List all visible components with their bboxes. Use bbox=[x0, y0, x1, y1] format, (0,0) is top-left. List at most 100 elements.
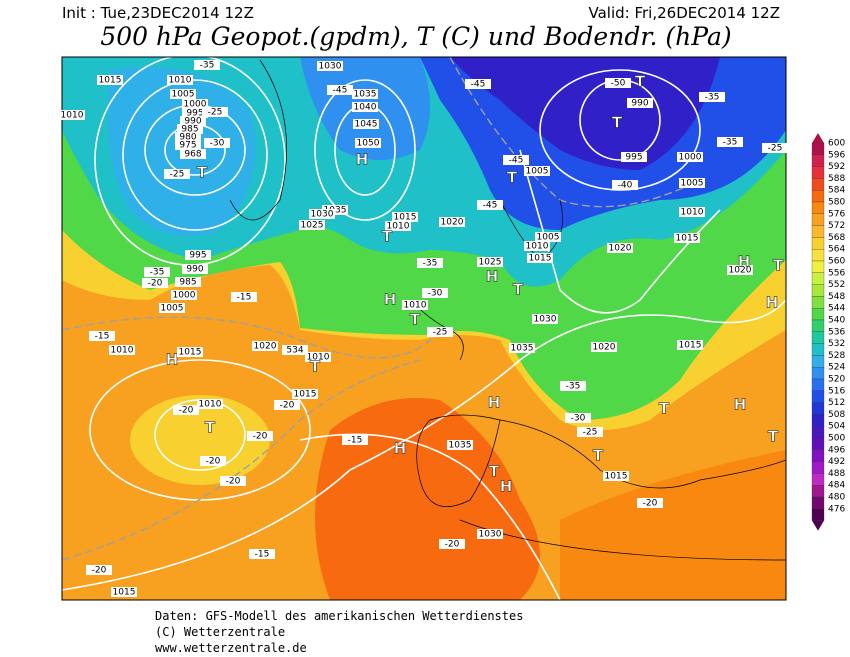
colorbar-swatch bbox=[811, 496, 825, 509]
colorbar-label: 496 bbox=[828, 445, 845, 455]
label-box bbox=[173, 405, 199, 415]
contour-label: 1005 bbox=[537, 233, 560, 243]
contour-label: 534 bbox=[286, 346, 303, 356]
pressure-center: T bbox=[410, 311, 421, 329]
map-area bbox=[62, 57, 786, 600]
label-box bbox=[177, 347, 203, 357]
label-box bbox=[762, 143, 788, 153]
label-box bbox=[142, 278, 168, 288]
pressure-center: T bbox=[513, 281, 524, 299]
colorbar-label: 484 bbox=[828, 481, 845, 491]
contour-label: 1015 bbox=[679, 341, 702, 351]
label-box bbox=[392, 212, 418, 222]
contour-label: 980 bbox=[179, 133, 196, 143]
pressure-center: T bbox=[205, 419, 216, 437]
colorbar-label: 552 bbox=[828, 280, 845, 290]
contour-label: 975 bbox=[179, 141, 196, 151]
label-box bbox=[353, 119, 379, 129]
map-title: 500 hPa Geopot.(gpdm), T (C) und Bodendr… bbox=[100, 22, 731, 51]
map-frame bbox=[61, 56, 787, 601]
label-box bbox=[717, 137, 743, 147]
contour-label: 1025 bbox=[301, 221, 324, 231]
contour-label: 1010 bbox=[199, 400, 222, 410]
contour-label: -35 bbox=[566, 382, 581, 392]
colorbar-label: 564 bbox=[828, 245, 845, 255]
label-box bbox=[477, 200, 503, 210]
label-box bbox=[637, 498, 663, 508]
label-box bbox=[627, 98, 653, 108]
label-box bbox=[327, 85, 353, 95]
colorbar-swatch bbox=[811, 331, 825, 344]
contour-label: 1050 bbox=[357, 139, 380, 149]
contour-label: -30 bbox=[428, 289, 443, 299]
contour-label: 1000 bbox=[173, 291, 196, 301]
label-box bbox=[524, 241, 550, 251]
colorbar-label: 580 bbox=[828, 198, 845, 208]
colorbar-swatch bbox=[811, 414, 825, 427]
contour-label: -40 bbox=[618, 181, 633, 191]
colorbar-label: 572 bbox=[828, 221, 845, 231]
contour-label: 1045 bbox=[355, 120, 378, 130]
colorbar-arrow bbox=[812, 133, 824, 143]
footer-line: www.wetterzentrale.de bbox=[155, 641, 307, 655]
pressure-center: T bbox=[197, 164, 208, 182]
label-box bbox=[503, 155, 529, 165]
colorbar-swatch bbox=[811, 249, 825, 262]
contour-label: 1015 bbox=[394, 213, 417, 223]
label-box bbox=[605, 78, 631, 88]
label-box bbox=[535, 232, 561, 242]
colorbar-label: 544 bbox=[828, 304, 845, 314]
label-box bbox=[477, 257, 503, 267]
colorbar-swatch bbox=[811, 319, 825, 332]
contour-label: 1005 bbox=[526, 167, 549, 177]
contour-label: -20 bbox=[92, 566, 107, 576]
colorbar-swatch bbox=[811, 260, 825, 273]
contour-label: 1010 bbox=[387, 222, 410, 232]
label-box bbox=[180, 116, 206, 126]
colorbar-swatch bbox=[811, 390, 825, 403]
label-box bbox=[355, 138, 381, 148]
label-box bbox=[89, 331, 115, 341]
label-box bbox=[111, 587, 137, 597]
contour-label: -25 bbox=[433, 328, 448, 338]
label-box bbox=[385, 221, 411, 231]
contour-label: 990 bbox=[186, 265, 203, 275]
colorbar-swatch bbox=[811, 190, 825, 203]
colorbar-swatch bbox=[811, 308, 825, 321]
colorbar-label: 508 bbox=[828, 410, 845, 420]
contour-label: -20 bbox=[253, 432, 268, 442]
contour-label: -50 bbox=[611, 79, 626, 89]
contour-label: 1035 bbox=[449, 441, 472, 451]
colorbar-swatch bbox=[811, 437, 825, 450]
contour-label: -45 bbox=[509, 156, 524, 166]
label-box bbox=[185, 250, 211, 260]
label-box bbox=[591, 342, 617, 352]
label-box bbox=[477, 529, 503, 539]
colorbar-swatch bbox=[811, 426, 825, 439]
contour-label: 1010 bbox=[111, 346, 134, 356]
label-box bbox=[97, 75, 123, 85]
colorbar-swatch bbox=[811, 343, 825, 356]
colorbar-swatch bbox=[811, 355, 825, 368]
pressure-center: H bbox=[488, 394, 501, 412]
contour-label: -20 bbox=[148, 279, 163, 289]
colorbar-swatch bbox=[811, 296, 825, 309]
pressure-center: H bbox=[166, 351, 179, 369]
pressure-center: T bbox=[612, 114, 623, 132]
label-box bbox=[292, 389, 318, 399]
colorbar-label: 556 bbox=[828, 268, 845, 278]
label-box bbox=[679, 178, 705, 188]
pressure-center: T bbox=[382, 228, 393, 246]
pressure-center: H bbox=[486, 268, 499, 286]
label-box bbox=[299, 220, 325, 230]
colorbar-label: 588 bbox=[828, 174, 845, 184]
label-box bbox=[439, 539, 465, 549]
contour-label: -25 bbox=[170, 170, 185, 180]
contour-label: 990 bbox=[184, 117, 201, 127]
contour-label: 1020 bbox=[609, 244, 632, 254]
label-box bbox=[305, 352, 331, 362]
colorbar-label: 520 bbox=[828, 375, 845, 385]
contour-label: -30 bbox=[210, 139, 225, 149]
contour-label: -20 bbox=[280, 401, 295, 411]
